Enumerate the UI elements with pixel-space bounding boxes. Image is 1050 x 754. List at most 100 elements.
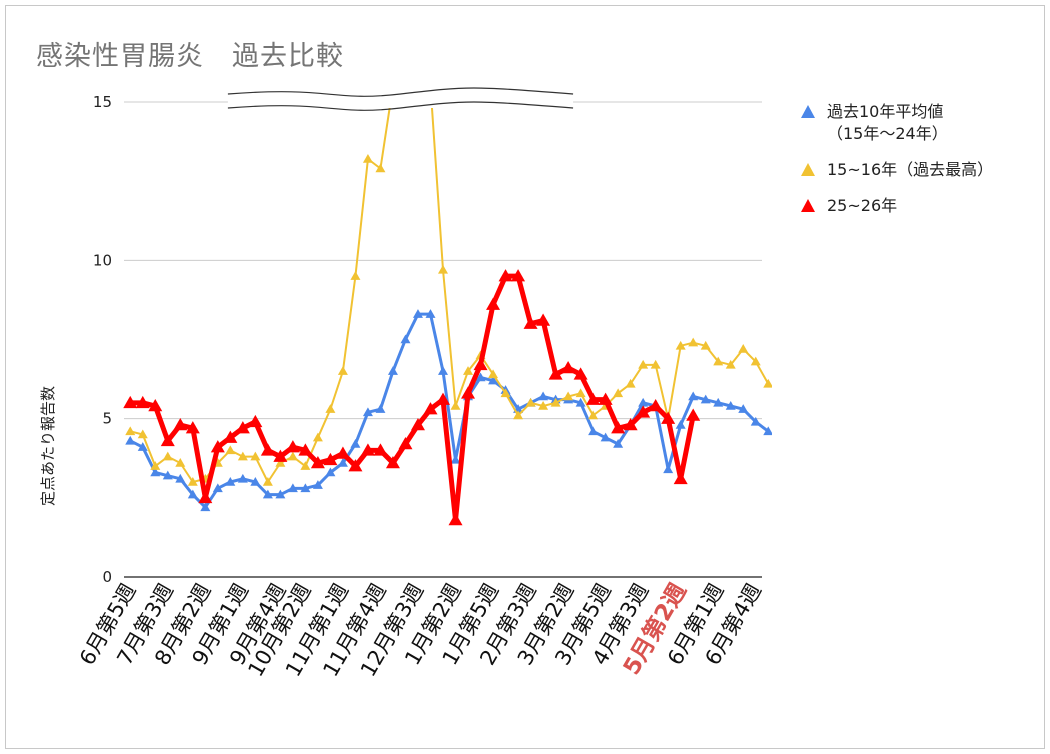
legend-item-average: 過去10年平均値 （15年〜24年） <box>801 101 993 145</box>
data-point <box>538 391 549 401</box>
legend-label: 過去10年平均値 （15年〜24年） <box>827 102 948 143</box>
data-point <box>750 416 761 426</box>
data-point <box>650 359 661 369</box>
data-point <box>700 340 711 350</box>
data-point <box>210 440 225 453</box>
data-point <box>500 388 511 398</box>
data-point <box>511 269 526 282</box>
data-point <box>162 470 173 480</box>
data-point <box>461 386 476 399</box>
data-point <box>287 483 298 493</box>
data-point <box>688 337 699 347</box>
data-point <box>250 451 261 461</box>
triangle-icon <box>801 163 815 176</box>
data-point <box>312 480 323 489</box>
data-point <box>373 443 388 456</box>
data-point <box>450 401 461 410</box>
data-point <box>713 356 724 366</box>
data-point <box>137 442 148 451</box>
data-point <box>175 473 186 483</box>
data-point <box>425 309 436 318</box>
data-point <box>175 458 186 467</box>
data-point <box>611 421 626 434</box>
data-point <box>450 454 461 464</box>
data-point <box>323 452 338 466</box>
data-point <box>335 446 350 459</box>
legend: 過去10年平均値 （15年〜24年） 15~16年（過去最高） 25~26年 <box>801 101 993 217</box>
data-point <box>648 399 663 412</box>
data-point <box>613 439 624 448</box>
data-point <box>448 513 463 526</box>
data-point <box>173 418 188 431</box>
data-point <box>337 366 348 375</box>
data-point <box>738 404 749 413</box>
y-tick-label: 5 <box>102 410 112 428</box>
data-point <box>525 397 536 407</box>
data-point <box>661 411 676 424</box>
data-point <box>385 456 400 469</box>
data-point <box>298 443 313 456</box>
break-wave <box>227 101 574 111</box>
axis-break-mark <box>227 87 574 111</box>
data-point <box>561 361 576 374</box>
data-point <box>423 402 438 415</box>
data-point <box>237 451 248 461</box>
y-tick-label: 0 <box>102 568 112 586</box>
data-point <box>237 473 248 483</box>
data-point <box>613 388 624 398</box>
data-point <box>575 388 586 398</box>
data-point <box>273 449 288 462</box>
data-point <box>725 359 736 369</box>
legend-item-25-26: 25~26年 <box>801 195 993 217</box>
y-tick-labels: 0 5 10 15 <box>93 93 112 586</box>
data-point <box>198 490 213 504</box>
data-point <box>400 334 411 344</box>
legend-item-15-16: 15~16年（過去最高） <box>801 159 993 181</box>
data-point <box>713 397 724 407</box>
data-point <box>638 397 649 407</box>
data-point <box>187 489 198 499</box>
data-point <box>586 392 601 405</box>
data-point <box>310 456 325 469</box>
data-point <box>375 404 386 413</box>
legend-label: 15~16年（過去最高） <box>827 160 994 179</box>
data-point <box>563 391 574 401</box>
data-point <box>636 405 651 418</box>
data-point <box>686 408 701 421</box>
data-point <box>375 163 386 173</box>
data-point <box>350 439 361 448</box>
series-line <box>129 312 770 509</box>
y-tick-label: 15 <box>93 93 112 111</box>
data-point <box>225 445 236 455</box>
data-point <box>663 464 674 474</box>
data-point <box>738 344 749 353</box>
data-point <box>398 437 413 450</box>
data-point <box>350 271 361 280</box>
data-point <box>262 489 273 499</box>
data-point <box>135 395 150 409</box>
data-point <box>588 410 599 420</box>
break-wave <box>227 87 574 97</box>
data-point <box>473 357 488 371</box>
data-point <box>262 477 273 486</box>
data-point <box>275 489 286 499</box>
data-point <box>436 392 450 405</box>
data-point <box>638 359 649 369</box>
data-point <box>498 269 513 282</box>
triangle-icon <box>801 199 815 212</box>
data-point <box>588 426 599 436</box>
data-point <box>673 471 688 485</box>
data-point <box>312 432 323 442</box>
data-point <box>150 467 161 477</box>
data-point <box>475 372 486 382</box>
legend-label: 25~26年 <box>827 196 898 215</box>
data-point <box>125 435 136 445</box>
data-point <box>675 420 686 429</box>
data-point <box>212 483 223 493</box>
data-point <box>688 391 699 401</box>
data-point <box>150 461 161 470</box>
data-point <box>600 432 611 442</box>
data-point <box>187 477 198 486</box>
data-point <box>337 458 348 467</box>
data-point <box>538 401 549 410</box>
